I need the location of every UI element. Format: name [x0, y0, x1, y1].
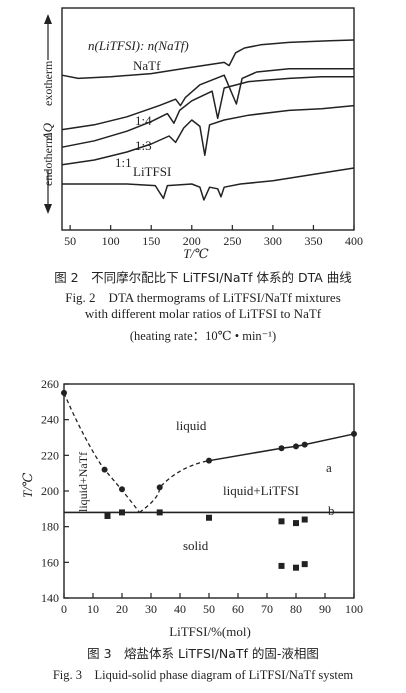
dta-chart: 50 100 150 200 250 300 350 400 n(LiTFSI): n(NaT…	[40, 7, 363, 261]
liquidus-point	[206, 457, 212, 464]
region-solid: solid	[183, 538, 209, 553]
y-tick-label: 260	[41, 377, 59, 391]
x-tick-label: 100	[345, 602, 363, 616]
region-liquid-litfsi: liquid+LiTFSI	[223, 483, 299, 498]
liquidus-point	[101, 466, 108, 473]
x-tick-label: 80	[290, 602, 302, 616]
liquidus-right-branch	[139, 460, 210, 513]
fig2-caption-en-line1: Fig. 2 DTA thermograms of LiTFSI/NaTf mi…	[65, 290, 341, 305]
region-liquid: liquid	[176, 418, 207, 433]
solid-point	[301, 561, 308, 568]
y-tick-label: 220	[41, 448, 59, 462]
x-tick-label: 300	[264, 234, 282, 248]
y-tick-label: 140	[41, 591, 59, 605]
line-label-b: b	[328, 503, 335, 518]
solid-point	[293, 520, 299, 527]
label-litfsi: LiTFSI	[133, 164, 171, 179]
y-tick-label: 160	[41, 555, 59, 569]
solid-point	[156, 509, 163, 516]
region-liquid-natf: liquid+NaTf	[76, 452, 90, 512]
solid-point	[278, 562, 285, 569]
data-points	[61, 389, 357, 571]
x-tick-label: 50	[64, 234, 76, 248]
liquidus-point	[61, 389, 67, 396]
x-tick-label: 100	[102, 234, 120, 248]
x-tick-label: 10	[87, 602, 99, 616]
fig3-caption-cn: 图 3 熔盐体系 LiTFSI/NaTf 的固-液相图	[87, 646, 319, 661]
y-tick-label: 200	[41, 484, 59, 498]
endotherm-arrowhead	[44, 204, 52, 214]
x-tick-label: 50	[203, 602, 215, 616]
series-line-1-1	[61, 104, 355, 166]
plot-frame	[63, 383, 355, 599]
x-tick-label: 60	[232, 602, 244, 616]
x-tick-label: 200	[183, 234, 201, 248]
x-tick-label: 30	[145, 602, 157, 616]
series-line-1-4	[61, 68, 354, 131]
x-axis-label: LiTFSI/%(mol)	[169, 624, 251, 639]
solid-point	[293, 564, 299, 571]
x-tick-label: 350	[304, 234, 322, 248]
ratio-annotation: n(LiTFSI): n(NaTf)	[88, 38, 189, 53]
solid-point	[104, 512, 111, 519]
liquidus-point	[156, 484, 163, 491]
series-line-1-3	[61, 76, 354, 148]
x-axis-ticks: 50 100 150 200 250 300 350 400	[64, 225, 363, 248]
liquidus-point	[301, 441, 308, 448]
solid-point	[278, 518, 285, 525]
x-tick-label: 250	[223, 234, 241, 248]
fig2-caption-en-line3: (heating rate：10℃ • min⁻¹)	[129, 329, 277, 343]
x-tick-label: 150	[142, 234, 160, 248]
series-line-natf	[61, 39, 355, 80]
y-label-delta-q: ΔQ	[40, 122, 55, 141]
phase-diagram: 0 10 20 30 40 50 60 70 80 90 100 140 160 180 200 220 240…	[20, 377, 363, 639]
liquidus-point	[119, 486, 125, 493]
solid-point	[206, 514, 212, 521]
series-line-litfsi	[62, 167, 355, 201]
y-tick-label: 180	[41, 520, 59, 534]
axes-ticks: 0 10 20 30 40 50 60 70 80 90 100 140 160 180 200 220 240…	[41, 377, 363, 616]
x-tick-label: 40	[174, 602, 186, 616]
y-label-exotherm: exotherm	[41, 60, 55, 106]
x-tick-label: 70	[261, 602, 273, 616]
label-natf: NaTf	[133, 58, 161, 73]
label-1-1: 1:1	[115, 155, 132, 170]
liquidus-point	[293, 443, 299, 450]
y-label-endotherm: endotherm	[41, 134, 55, 186]
x-axis-label: T/℃	[183, 246, 209, 261]
label-1-4: 1:4	[135, 113, 152, 128]
dta-curves	[61, 39, 355, 201]
line-label-a: a	[326, 460, 332, 475]
liquidus-point	[278, 445, 285, 452]
fig2-caption-en-line2: with different molar ratios of LiTFSI to…	[84, 306, 322, 321]
exotherm-arrowhead	[44, 14, 52, 24]
fig3-caption-en: Fig. 3 Liquid-solid phase diagram of LiT…	[52, 668, 354, 682]
fig2-caption-cn: 图 2 不同摩尔配比下 LiTFSI/NaTf 体系的 DTA 曲线	[54, 270, 352, 285]
label-1-3: 1:3	[135, 138, 152, 153]
x-tick-label: 20	[116, 602, 128, 616]
y-tick-label: 240	[41, 413, 59, 427]
liquidus-point	[351, 430, 357, 437]
solid-point	[119, 509, 125, 516]
plot-frame	[61, 7, 355, 231]
x-tick-label: 90	[319, 602, 331, 616]
x-tick-label: 400	[345, 234, 363, 248]
x-tick-label: 0	[61, 602, 67, 616]
y-axis-label: T/℃	[20, 472, 35, 498]
phase-lines	[63, 392, 355, 514]
solid-point	[301, 516, 308, 523]
